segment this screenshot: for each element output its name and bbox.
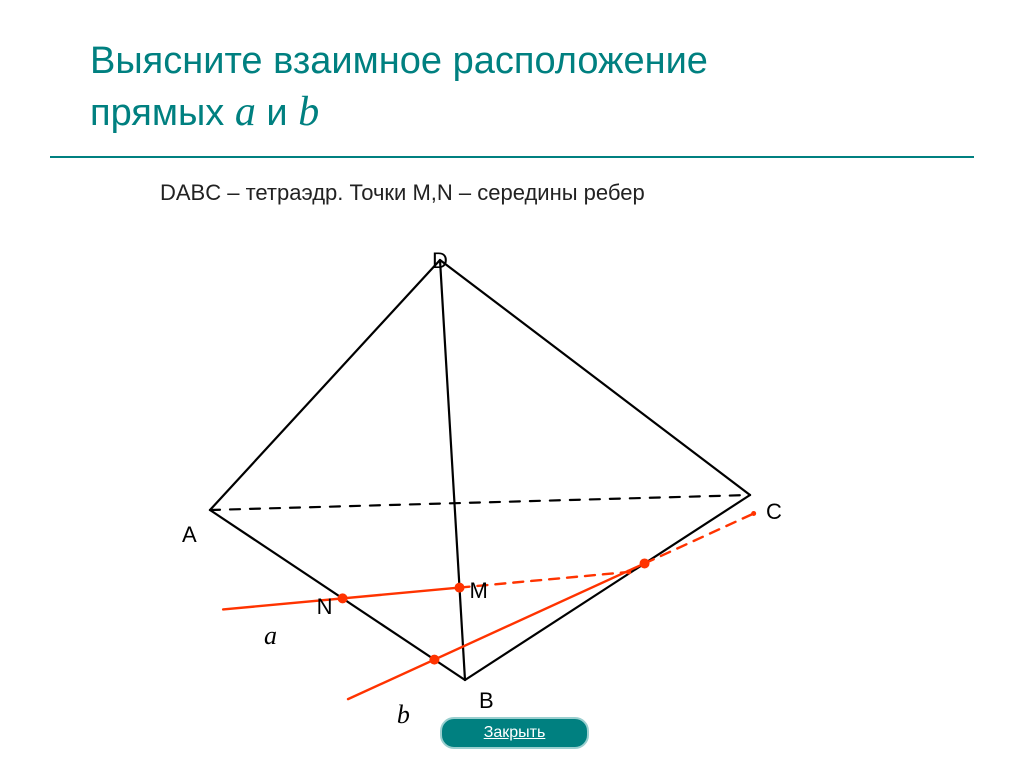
title-var-b: b bbox=[298, 89, 319, 135]
label-A: A bbox=[182, 522, 197, 548]
slide: Выясните взаимное расположение прямых a … bbox=[0, 0, 1024, 767]
tetrahedron-diagram: ABCDMNab bbox=[170, 240, 820, 710]
title-line2-prefix: прямых bbox=[90, 92, 235, 134]
label-b: b bbox=[397, 700, 410, 730]
close-button-label: Закрыть bbox=[484, 724, 546, 742]
title-line2-mid: и bbox=[256, 92, 298, 134]
title-line1: Выясните взаимное расположение bbox=[90, 40, 708, 82]
label-C: C bbox=[766, 499, 782, 525]
label-M: M bbox=[470, 578, 488, 604]
title-block: Выясните взаимное расположение прямых a … bbox=[0, 0, 1024, 138]
title-var-a: a bbox=[235, 89, 256, 135]
label-B: B bbox=[479, 688, 494, 714]
label-N: N bbox=[317, 594, 333, 620]
label-D: D bbox=[432, 248, 448, 274]
slide-title: Выясните взаимное расположение прямых a … bbox=[90, 38, 964, 138]
label-a: a bbox=[264, 621, 277, 651]
close-button[interactable]: Закрыть bbox=[440, 717, 589, 749]
subtitle: DABC – тетраэдр. Точки M,N – середины ре… bbox=[0, 158, 1024, 206]
